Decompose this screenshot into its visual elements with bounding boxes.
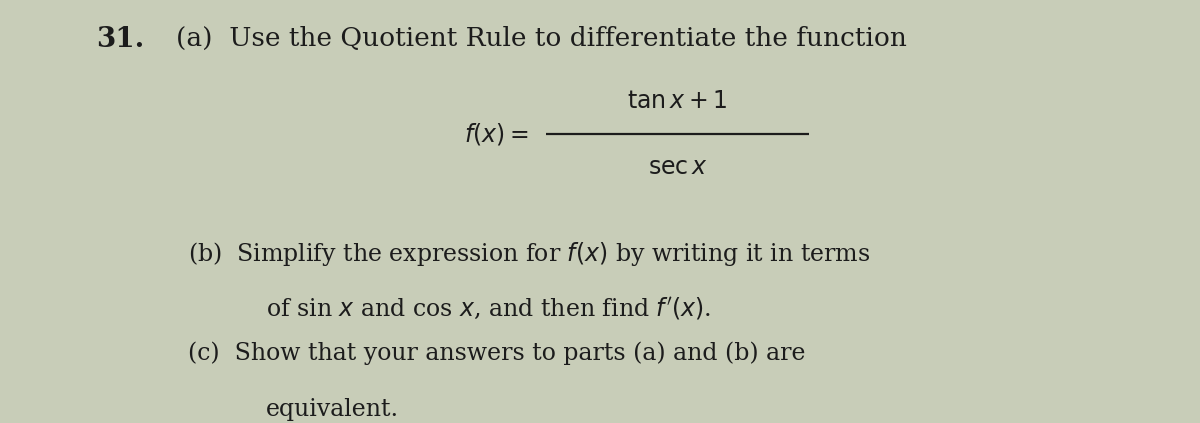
Text: (b)  Simplify the expression for $f(x)$ by writing it in terms: (b) Simplify the expression for $f(x)$ b… <box>188 240 870 268</box>
Text: (c)  Show that your answers to parts (a) and (b) are: (c) Show that your answers to parts (a) … <box>188 342 805 365</box>
Text: equivalent.: equivalent. <box>265 398 398 421</box>
Text: $\mathrm{tan}\,x + 1$: $\mathrm{tan}\,x + 1$ <box>628 90 727 113</box>
Text: $f(x) =$: $f(x) =$ <box>463 121 528 148</box>
Text: 31.: 31. <box>96 26 144 53</box>
Text: (a)  Use the Quotient Rule to differentiate the function: (a) Use the Quotient Rule to differentia… <box>176 26 907 51</box>
Text: $\mathrm{sec}\,x$: $\mathrm{sec}\,x$ <box>648 156 708 179</box>
Text: of sin $x$ and cos $x$, and then find $f'(x)$.: of sin $x$ and cos $x$, and then find $f… <box>265 296 710 322</box>
